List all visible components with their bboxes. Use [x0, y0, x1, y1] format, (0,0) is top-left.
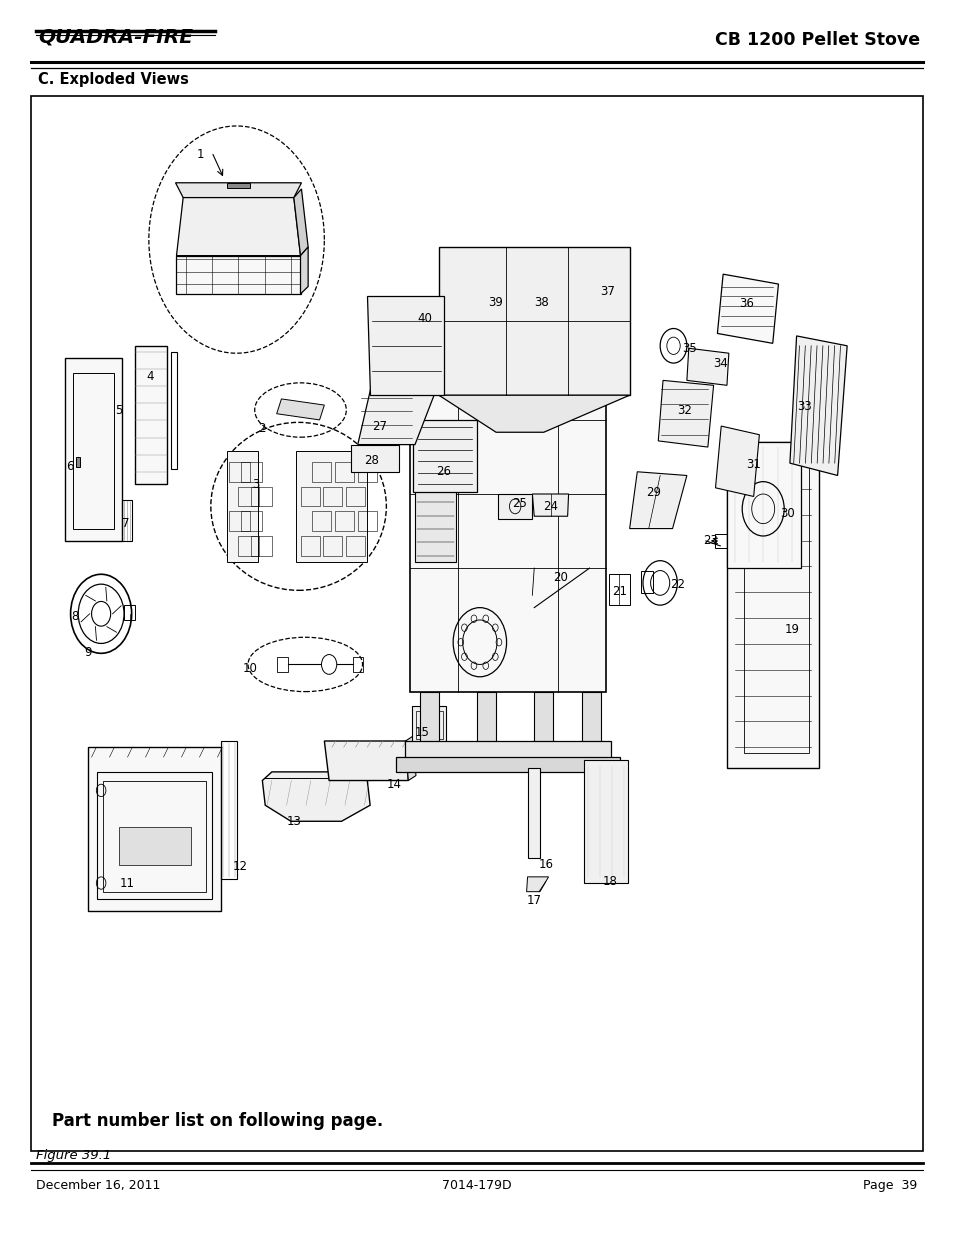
Text: 29: 29: [645, 487, 660, 499]
Polygon shape: [357, 383, 434, 445]
Polygon shape: [227, 183, 250, 188]
Polygon shape: [715, 426, 759, 496]
Polygon shape: [581, 692, 600, 743]
Text: 14: 14: [386, 778, 401, 790]
Text: 21: 21: [612, 585, 627, 598]
Polygon shape: [726, 442, 801, 568]
Polygon shape: [65, 358, 122, 541]
Polygon shape: [405, 741, 610, 760]
Polygon shape: [726, 442, 818, 768]
Text: QUADRA-FIRE: QUADRA-FIRE: [38, 28, 193, 47]
Text: 4: 4: [146, 370, 153, 383]
Polygon shape: [497, 494, 532, 519]
Text: 35: 35: [681, 342, 697, 354]
Text: 16: 16: [537, 858, 553, 871]
Polygon shape: [395, 333, 619, 348]
Polygon shape: [629, 472, 686, 529]
Polygon shape: [517, 296, 562, 333]
Polygon shape: [135, 346, 167, 484]
Polygon shape: [438, 395, 629, 432]
Text: 17: 17: [526, 894, 541, 906]
Polygon shape: [408, 315, 442, 352]
Text: 9: 9: [84, 646, 91, 658]
Text: 32: 32: [677, 404, 692, 416]
Text: 28: 28: [364, 454, 379, 467]
Bar: [31, 96, 922, 1151]
Text: 5: 5: [115, 404, 123, 416]
Text: 11: 11: [119, 877, 134, 889]
Text: 15: 15: [414, 726, 429, 739]
Text: 13: 13: [286, 815, 301, 827]
Polygon shape: [412, 706, 446, 743]
Text: 37: 37: [599, 285, 615, 298]
Text: 7014-179D: 7014-179D: [442, 1179, 511, 1192]
Text: 10: 10: [242, 662, 257, 674]
Text: CB 1200 Pellet Stove: CB 1200 Pellet Stove: [715, 31, 920, 48]
Text: 36: 36: [739, 298, 754, 310]
Polygon shape: [476, 692, 496, 743]
Polygon shape: [526, 877, 548, 892]
Polygon shape: [88, 747, 221, 911]
Text: C. Exploded Views: C. Exploded Views: [38, 72, 189, 86]
Text: 7: 7: [122, 517, 130, 530]
Text: 8: 8: [71, 610, 79, 622]
Polygon shape: [351, 445, 398, 472]
Text: 12: 12: [233, 861, 248, 873]
Text: Figure 39.1: Figure 39.1: [36, 1150, 112, 1162]
Polygon shape: [395, 757, 619, 772]
Polygon shape: [324, 741, 408, 781]
Text: 30: 30: [779, 508, 794, 520]
Text: 27: 27: [372, 420, 387, 432]
Polygon shape: [175, 183, 301, 198]
Text: 23: 23: [702, 535, 718, 547]
Text: 18: 18: [602, 876, 618, 888]
Text: 22: 22: [669, 578, 684, 590]
Polygon shape: [294, 189, 308, 256]
Text: 38: 38: [534, 296, 549, 309]
Polygon shape: [227, 451, 257, 562]
Text: 1: 1: [196, 148, 204, 161]
Polygon shape: [686, 348, 728, 385]
Polygon shape: [534, 692, 553, 743]
Text: 25: 25: [512, 498, 527, 510]
Polygon shape: [410, 346, 605, 692]
Polygon shape: [438, 247, 629, 395]
Polygon shape: [176, 256, 300, 294]
Polygon shape: [419, 692, 438, 743]
Polygon shape: [295, 451, 367, 562]
Polygon shape: [532, 494, 568, 516]
Text: 24: 24: [542, 500, 558, 513]
Text: 2: 2: [258, 422, 266, 435]
Polygon shape: [717, 274, 778, 343]
Text: 20: 20: [553, 572, 568, 584]
Polygon shape: [76, 457, 80, 467]
Polygon shape: [276, 399, 324, 420]
Text: 39: 39: [488, 296, 503, 309]
Text: 34: 34: [712, 357, 727, 369]
Polygon shape: [176, 198, 300, 256]
Text: 31: 31: [745, 458, 760, 471]
Text: December 16, 2011: December 16, 2011: [36, 1179, 160, 1192]
Polygon shape: [119, 827, 191, 864]
Polygon shape: [262, 772, 370, 821]
Polygon shape: [367, 296, 443, 395]
Text: 33: 33: [796, 400, 811, 412]
Polygon shape: [658, 380, 713, 447]
Text: 40: 40: [416, 312, 432, 325]
Polygon shape: [413, 420, 476, 492]
Text: Page  39: Page 39: [862, 1179, 917, 1192]
Polygon shape: [300, 247, 308, 294]
Polygon shape: [415, 469, 456, 562]
Text: 6: 6: [66, 461, 73, 473]
Text: 3: 3: [252, 478, 259, 490]
Polygon shape: [527, 768, 539, 858]
Text: Part number list on following page.: Part number list on following page.: [52, 1113, 383, 1130]
Polygon shape: [789, 336, 846, 475]
Text: 26: 26: [436, 466, 451, 478]
Polygon shape: [405, 736, 416, 781]
Polygon shape: [579, 253, 629, 327]
Polygon shape: [583, 760, 627, 883]
Text: 19: 19: [783, 624, 799, 636]
